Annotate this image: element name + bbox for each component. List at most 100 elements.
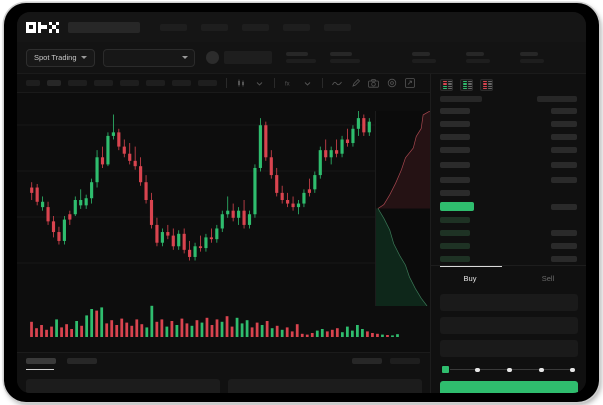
bottom-tab-1[interactable] xyxy=(26,358,56,364)
ticker-stat-5 xyxy=(519,52,544,63)
orderbook-amount xyxy=(551,203,577,210)
orderbook-bid-row[interactable] xyxy=(440,256,586,262)
orderbook-ask-row[interactable] xyxy=(440,190,586,196)
slider-marker-25[interactable] xyxy=(475,367,480,372)
depth-ask-area xyxy=(377,111,430,209)
bottom-block-2 xyxy=(228,379,422,393)
orderbook-ask-row[interactable] xyxy=(440,162,586,168)
orderbook-price xyxy=(440,108,470,114)
chart-type-chevron-icon[interactable] xyxy=(254,78,265,88)
timeframe-button-2[interactable] xyxy=(47,80,61,86)
order-price-input[interactable] xyxy=(440,294,578,311)
orderbook-amount xyxy=(551,256,577,262)
pencil-icon[interactable] xyxy=(350,78,361,88)
nav-link-4[interactable] xyxy=(283,23,310,31)
svg-text:fx: fx xyxy=(285,82,290,88)
timeframe-button-4[interactable] xyxy=(94,80,113,86)
okx-logo-icon[interactable] xyxy=(26,21,59,33)
device-frame: Spot Trading xyxy=(4,3,599,402)
candlestick-chart[interactable] xyxy=(17,93,430,304)
timeframe-button-3[interactable] xyxy=(68,80,87,86)
timeframe-button-8[interactable] xyxy=(198,80,217,86)
line-tool-icon[interactable] xyxy=(332,78,343,88)
order-form-tabs: Buy Sell xyxy=(431,266,586,290)
chart-panel[interactable] xyxy=(17,93,430,352)
orderbook-ask-row[interactable] xyxy=(440,121,586,127)
trading-mode-label: Spot Trading xyxy=(34,53,77,62)
order-form xyxy=(431,290,586,393)
orderbook-price xyxy=(440,243,470,249)
settings-icon[interactable] xyxy=(386,78,397,88)
bottom-action-1[interactable] xyxy=(352,358,382,364)
orderbook-asks-icon[interactable] xyxy=(480,79,493,91)
orderbook-ask-row[interactable] xyxy=(440,177,586,183)
pair-name xyxy=(223,51,272,64)
bottom-content-rows xyxy=(26,379,422,393)
order-form-active-underline xyxy=(440,266,502,268)
orderbook-price xyxy=(440,256,470,262)
slider-marker-75[interactable] xyxy=(539,367,544,372)
timeframe-button-5[interactable] xyxy=(120,80,139,86)
orderbook-amount xyxy=(551,243,577,249)
orderbook-amount xyxy=(551,177,577,183)
pair-select[interactable] xyxy=(102,48,195,67)
chart-type-icon[interactable] xyxy=(236,78,247,88)
orderbook-ask-row[interactable] xyxy=(440,134,586,140)
orderbook-amount xyxy=(551,230,577,236)
nav-links xyxy=(160,23,351,31)
orderbook-bid-row[interactable] xyxy=(440,243,586,249)
ticker-stat-value xyxy=(465,59,490,63)
ticker-stat-value xyxy=(285,59,316,63)
orderbook-price xyxy=(440,147,470,153)
orderbook-bids-icon[interactable] xyxy=(460,79,473,91)
orderbook-ask-row[interactable] xyxy=(440,147,586,153)
depth-bid-area xyxy=(376,208,428,306)
trading-mode-switch[interactable]: Spot Trading xyxy=(26,48,95,67)
orderbook-ask-row[interactable] xyxy=(440,108,586,114)
slider-handle[interactable] xyxy=(441,365,450,374)
tab-sell[interactable]: Sell xyxy=(541,273,555,283)
orderbook-both-icon[interactable] xyxy=(440,79,453,91)
order-total-input[interactable] xyxy=(440,340,578,357)
ticker-stat-label xyxy=(285,52,308,56)
chevron-down-icon xyxy=(80,56,87,59)
timeframe-button-6[interactable] xyxy=(146,80,165,86)
timeframe-button-1[interactable] xyxy=(26,80,40,86)
indicators-icon[interactable]: fx xyxy=(284,78,295,88)
bottom-block-1 xyxy=(26,379,220,393)
tab-buy[interactable]: Buy xyxy=(463,273,477,283)
orderbook-amount xyxy=(551,121,577,127)
slider-marker-100[interactable] xyxy=(570,367,575,372)
bottom-panel xyxy=(17,352,430,393)
bottom-tabs xyxy=(26,358,97,364)
ticker-stat-label xyxy=(411,52,430,56)
nav-link-2[interactable] xyxy=(201,23,228,31)
toolbar-divider xyxy=(274,78,275,88)
nav-link-1[interactable] xyxy=(160,23,187,31)
volume-histogram xyxy=(30,305,399,337)
orderbook-last-price-row[interactable] xyxy=(440,202,586,211)
orderbook-price xyxy=(440,217,470,223)
search-input[interactable] xyxy=(68,21,140,33)
orderbook-bid-row[interactable] xyxy=(440,217,586,223)
bottom-tab-2[interactable] xyxy=(67,358,97,364)
orderbook-bid-row[interactable] xyxy=(440,230,586,236)
indicators-chevron-icon[interactable] xyxy=(302,78,313,88)
percent-slider[interactable] xyxy=(441,365,577,374)
order-amount-input[interactable] xyxy=(440,317,578,334)
orderbook-amount xyxy=(551,108,577,114)
top-nav xyxy=(17,12,586,42)
timeframe-button-7[interactable] xyxy=(172,80,191,86)
depth-chart-overlay xyxy=(375,111,430,306)
right-sidebar: Buy Sell xyxy=(430,74,586,393)
slider-marker-50[interactable] xyxy=(507,367,512,372)
bottom-right-actions xyxy=(352,358,420,364)
bottom-action-2[interactable] xyxy=(390,358,420,364)
submit-buy-button[interactable] xyxy=(440,381,578,393)
orderbook-column-header-price xyxy=(440,96,482,102)
camera-icon[interactable] xyxy=(368,78,379,88)
orderbook[interactable] xyxy=(431,94,586,266)
nav-link-5[interactable] xyxy=(324,23,351,31)
fullscreen-icon[interactable] xyxy=(404,78,415,88)
nav-link-3[interactable] xyxy=(242,23,269,31)
